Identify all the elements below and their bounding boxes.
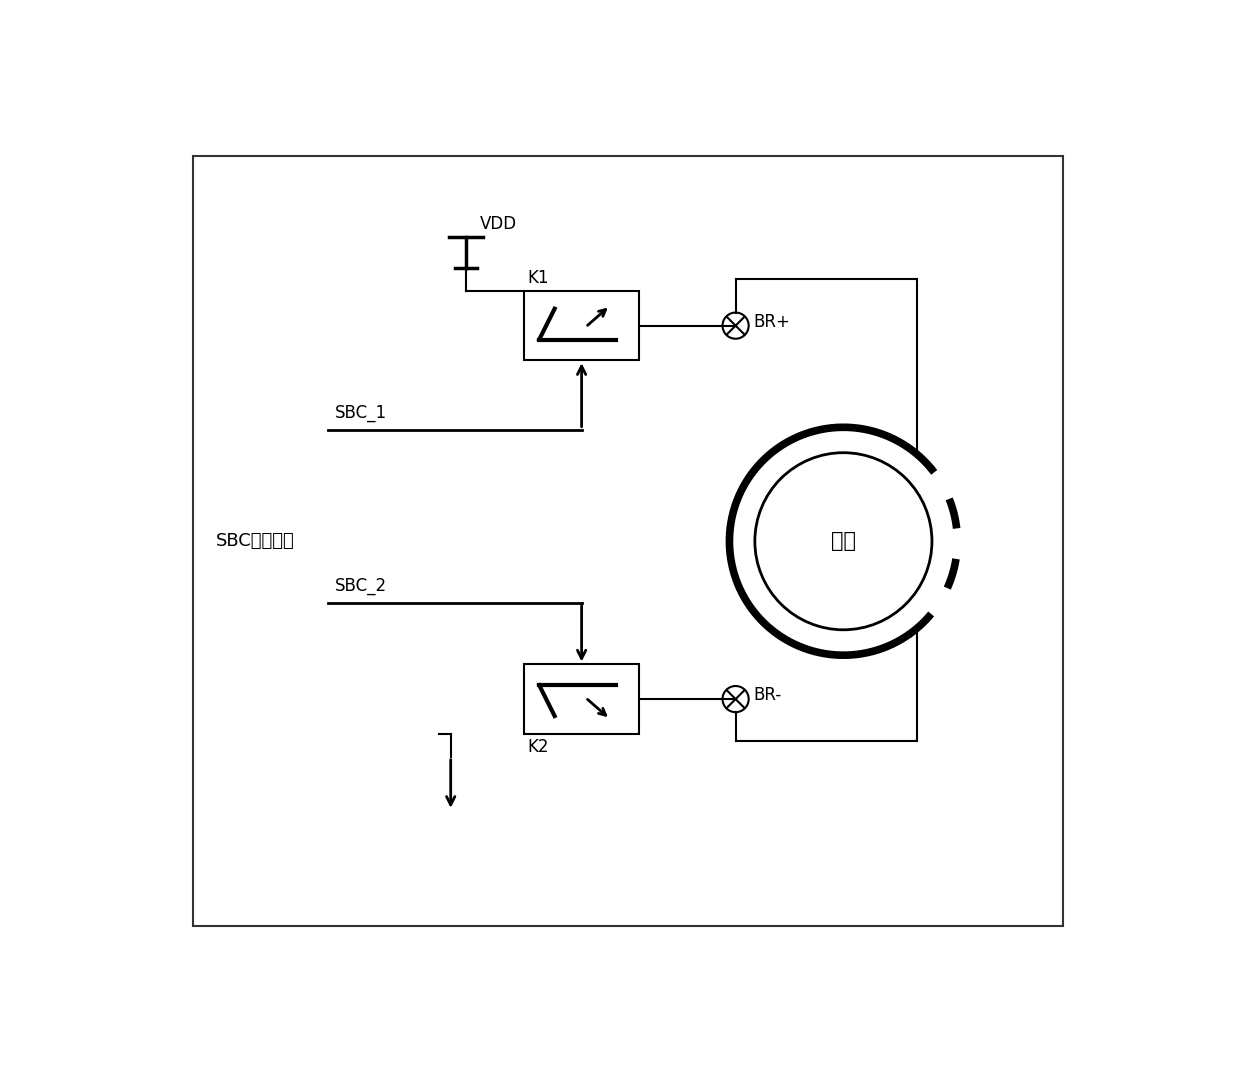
Text: VDD: VDD: [480, 215, 517, 233]
Text: BR+: BR+: [754, 313, 790, 331]
Text: K2: K2: [528, 738, 549, 755]
Text: SBC_1: SBC_1: [335, 404, 387, 422]
Text: 电机: 电机: [831, 531, 856, 552]
Text: SBC控制电路: SBC控制电路: [216, 532, 295, 550]
Text: BR-: BR-: [754, 687, 781, 705]
Text: SBC_2: SBC_2: [335, 577, 387, 595]
Text: K1: K1: [528, 269, 549, 287]
Bar: [523, 291, 640, 360]
Bar: [523, 664, 640, 734]
